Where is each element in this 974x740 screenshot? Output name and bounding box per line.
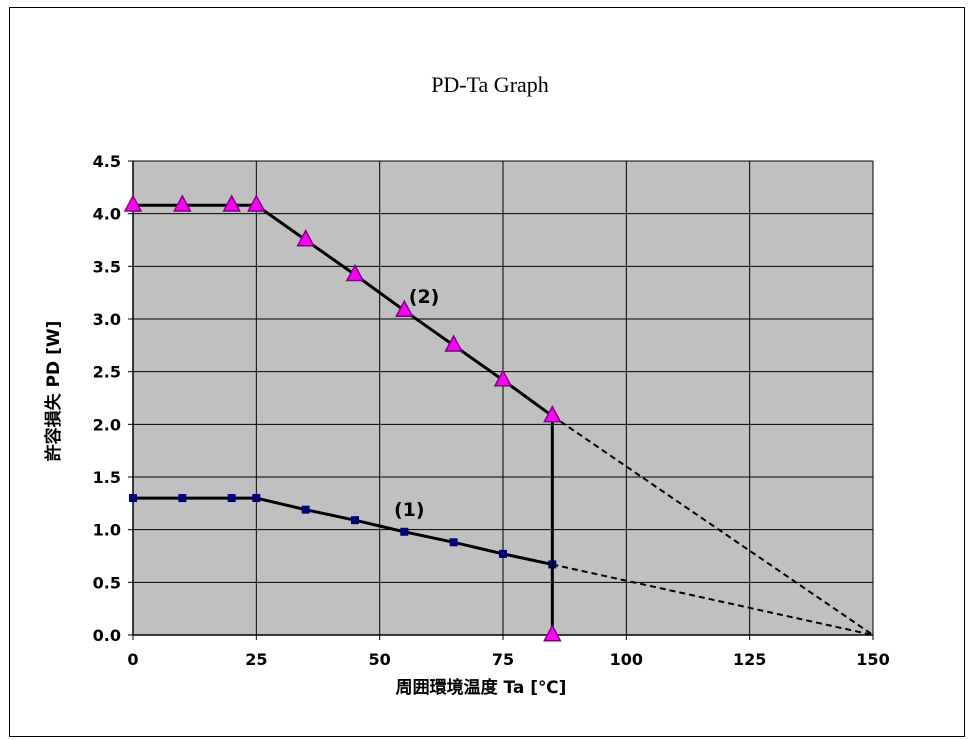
y-tick-label: 4.5 [93, 152, 121, 171]
x-tick-label: 150 [856, 650, 889, 669]
series-2-point [444, 334, 463, 352]
series-2 [123, 194, 874, 642]
series-1-point [301, 505, 310, 514]
series-2-point [222, 194, 241, 212]
y-tick-label: 4.0 [93, 205, 121, 224]
axes [128, 160, 874, 640]
series-1-point [449, 538, 458, 547]
x-tick-label: 25 [245, 650, 267, 669]
y-tick-label: 2.0 [93, 415, 121, 434]
x-tick-label: 50 [369, 650, 391, 669]
x-tick-label: 0 [127, 650, 138, 669]
x-tick-label: 125 [733, 650, 766, 669]
data-series [123, 194, 874, 642]
series-annotation-label: (2) [409, 286, 440, 308]
chart-title: PD-Ta Graph [431, 72, 549, 97]
series-1-point [351, 516, 359, 525]
series-1-point [227, 494, 236, 503]
series-1-point [400, 527, 409, 536]
series-1-point [178, 494, 187, 503]
series-1-line [133, 496, 553, 566]
y-tick-label: 1.0 [93, 521, 121, 540]
y-tick-label: 2.5 [93, 363, 121, 382]
series-2-point [493, 369, 513, 387]
series-1-point [499, 549, 507, 558]
y-tick-label: 0.5 [93, 573, 121, 592]
y-tick-label: 3.0 [93, 310, 121, 329]
series-1-point [252, 494, 261, 503]
tick-labels: 0.0 0.5 1.0 1.5 2.0 2.5 3.0 3.5 4.0 4.5 0 25 50 75 100… [93, 152, 890, 669]
series-2-point [543, 405, 562, 423]
series-1 [129, 494, 874, 636]
series-2-point [543, 624, 562, 642]
x-tick-label: 75 [492, 650, 514, 669]
series-1-point [129, 494, 137, 503]
series-2-point [123, 194, 143, 212]
annotations: (2) (1) [394, 286, 439, 521]
series-2-point [173, 194, 192, 212]
y-tick-label: 0.0 [93, 626, 121, 645]
series-2-point [395, 299, 414, 318]
x-axis-label: 周囲環境温度 Ta [℃] [396, 677, 567, 698]
series-2-extrapolation-line [551, 415, 874, 636]
series-2-point [247, 194, 266, 212]
y-axis-label: 許容損失 PD [W] [43, 321, 64, 462]
series-1-extrapolation-line [552, 563, 874, 636]
x-tick-label: 100 [610, 650, 643, 669]
series-2-point [345, 263, 365, 282]
series-annotation-label: (1) [394, 499, 425, 521]
y-tick-label: 3.5 [93, 257, 121, 276]
y-tick-label: 1.5 [93, 468, 121, 487]
series-2-point [296, 229, 315, 247]
